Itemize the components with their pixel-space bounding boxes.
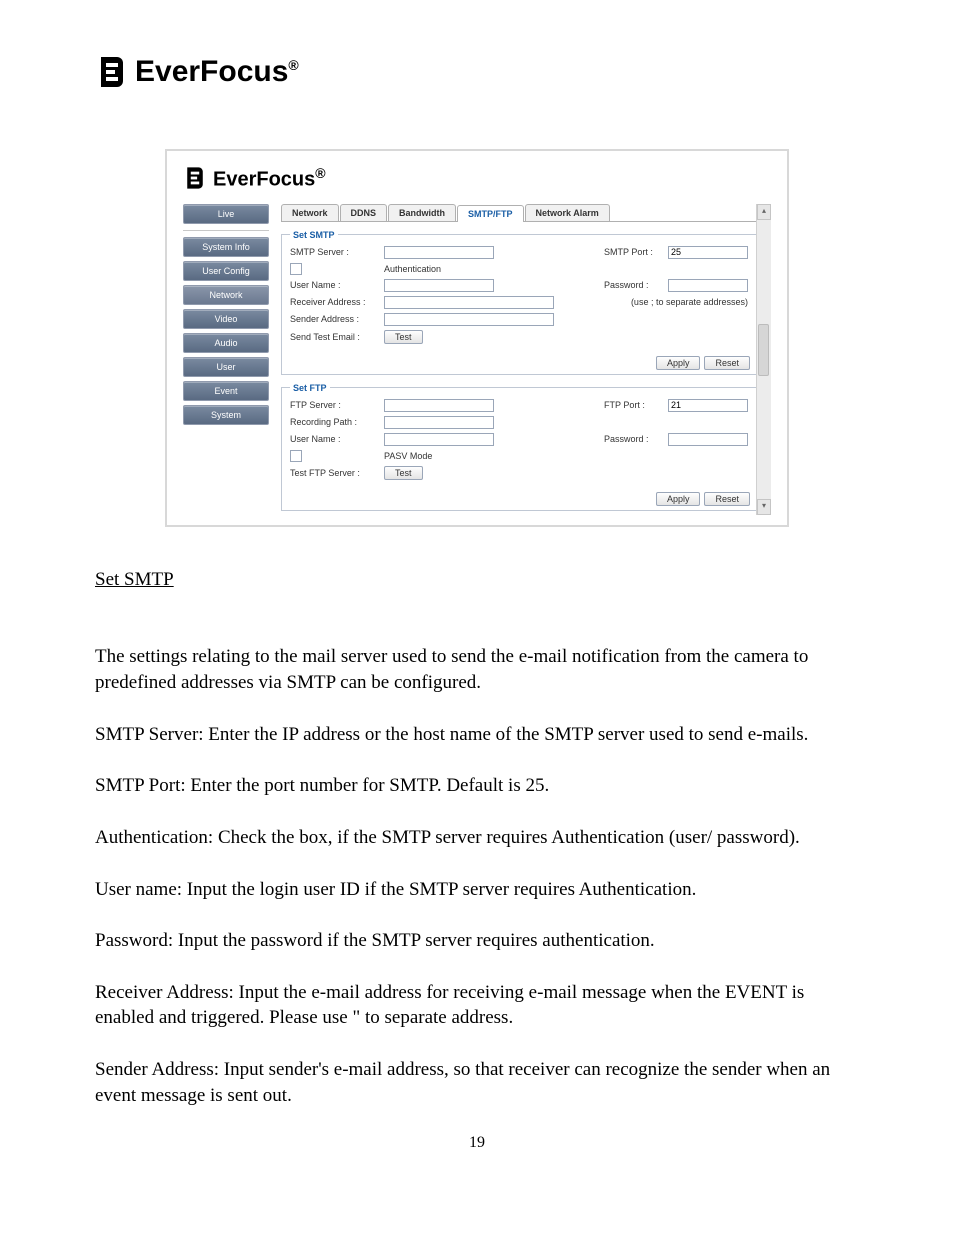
ftp-pasv-label: PASV Mode bbox=[384, 451, 432, 461]
ftp-server-input[interactable] bbox=[384, 399, 494, 412]
sidebar-item-audio[interactable]: Audio bbox=[183, 333, 269, 353]
smtp-test-label: Send Test Email : bbox=[290, 332, 380, 342]
smtp-auth-label: Authentication bbox=[384, 264, 441, 274]
smtp-test-button[interactable]: Test bbox=[384, 330, 423, 344]
sidebar-item-system[interactable]: System bbox=[183, 405, 269, 425]
smtp-panel: Set SMTP SMTP Server : SMTP Port : Authe… bbox=[281, 230, 757, 375]
smtp-port-label: SMTP Port : bbox=[604, 247, 664, 257]
sidebar-item-network[interactable]: Network bbox=[183, 285, 269, 305]
sidebar-item-user[interactable]: User bbox=[183, 357, 269, 377]
ftp-panel: Set FTP FTP Server : FTP Port : Recordin… bbox=[281, 383, 757, 511]
sidebar-item-event[interactable]: Event bbox=[183, 381, 269, 401]
everfocus-mark-icon bbox=[183, 166, 207, 190]
tab-network[interactable]: Network bbox=[281, 204, 339, 221]
smtp-apply-button[interactable]: Apply bbox=[656, 356, 701, 370]
smtp-recv-hint: (use ; to separate addresses) bbox=[631, 297, 748, 307]
ftp-legend: Set FTP bbox=[290, 383, 330, 393]
smtp-user-label: User Name : bbox=[290, 280, 380, 290]
section-title: Set SMTP bbox=[95, 567, 174, 593]
sidebar-item-system-info[interactable]: System Info bbox=[183, 237, 269, 257]
paragraph: The settings relating to the mail server… bbox=[95, 644, 859, 695]
paragraph: SMTP Server: Enter the IP address or the… bbox=[95, 722, 859, 748]
sidebar-item-live[interactable]: Live bbox=[183, 204, 269, 224]
ui-screenshot: EverFocus® Live System Info User Config … bbox=[165, 149, 789, 527]
smtp-pass-label: Password : bbox=[604, 280, 664, 290]
sidebar: Live System Info User Config Network Vid… bbox=[183, 204, 269, 515]
sidebar-item-user-config[interactable]: User Config bbox=[183, 261, 269, 281]
paragraph: Authentication: Check the box, if the SM… bbox=[95, 825, 859, 851]
smtp-recv-input[interactable] bbox=[384, 296, 554, 309]
brand-name: EverFocus® bbox=[213, 165, 326, 192]
main-panel: Network DDNS Bandwidth SMTP/FTP Network … bbox=[281, 204, 771, 515]
scroll-down-icon[interactable]: ▾ bbox=[757, 499, 771, 515]
everfocus-mark-icon bbox=[95, 55, 129, 89]
ftp-user-input[interactable] bbox=[384, 433, 494, 446]
paragraph: Sender Address: Input sender's e-mail ad… bbox=[95, 1057, 859, 1108]
ftp-pass-input[interactable] bbox=[668, 433, 748, 446]
ftp-port-label: FTP Port : bbox=[604, 400, 664, 410]
smtp-legend: Set SMTP bbox=[290, 230, 338, 240]
scroll-up-icon[interactable]: ▴ bbox=[757, 204, 771, 220]
smtp-server-label: SMTP Server : bbox=[290, 247, 380, 257]
ftp-reset-button[interactable]: Reset bbox=[704, 492, 750, 506]
smtp-pass-input[interactable] bbox=[668, 279, 748, 292]
smtp-reset-button[interactable]: Reset bbox=[704, 356, 750, 370]
ftp-pasv-checkbox[interactable] bbox=[290, 450, 302, 462]
tab-bandwidth[interactable]: Bandwidth bbox=[388, 204, 456, 221]
smtp-auth-checkbox[interactable] bbox=[290, 263, 302, 275]
tab-ddns[interactable]: DDNS bbox=[340, 204, 388, 221]
paragraph: Receiver Address: Input the e-mail addre… bbox=[95, 980, 859, 1031]
smtp-sender-input[interactable] bbox=[384, 313, 554, 326]
document-body: Set SMTP The settings relating to the ma… bbox=[95, 567, 859, 1109]
smtp-port-input[interactable] bbox=[668, 246, 748, 259]
paragraph: User name: Input the login user ID if th… bbox=[95, 877, 859, 903]
tab-smtp-ftp[interactable]: SMTP/FTP bbox=[457, 205, 524, 222]
smtp-sender-label: Sender Address : bbox=[290, 314, 380, 324]
paragraph: Password: Input the password if the SMTP… bbox=[95, 928, 859, 954]
ftp-pass-label: Password : bbox=[604, 434, 664, 444]
smtp-recv-label: Receiver Address : bbox=[290, 297, 380, 307]
ftp-test-button[interactable]: Test bbox=[384, 466, 423, 480]
scroll-thumb[interactable] bbox=[758, 324, 769, 376]
sidebar-item-video[interactable]: Video bbox=[183, 309, 269, 329]
scrollbar[interactable]: ▴ ▾ bbox=[756, 204, 771, 515]
paragraph: SMTP Port: Enter the port number for SMT… bbox=[95, 773, 859, 799]
smtp-server-input[interactable] bbox=[384, 246, 494, 259]
ftp-server-label: FTP Server : bbox=[290, 400, 380, 410]
brand-name: EverFocus® bbox=[135, 55, 299, 89]
ftp-apply-button[interactable]: Apply bbox=[656, 492, 701, 506]
page-header-logo: EverFocus® bbox=[95, 55, 859, 89]
page-number: 19 bbox=[95, 1134, 859, 1152]
ftp-path-input[interactable] bbox=[384, 416, 494, 429]
app-logo: EverFocus® bbox=[183, 165, 771, 192]
ftp-user-label: User Name : bbox=[290, 434, 380, 444]
ftp-port-input[interactable] bbox=[668, 399, 748, 412]
ftp-path-label: Recording Path : bbox=[290, 417, 380, 427]
tab-bar: Network DDNS Bandwidth SMTP/FTP Network … bbox=[281, 204, 757, 222]
ftp-test-label: Test FTP Server : bbox=[290, 468, 380, 478]
smtp-user-input[interactable] bbox=[384, 279, 494, 292]
tab-network-alarm[interactable]: Network Alarm bbox=[525, 204, 610, 221]
